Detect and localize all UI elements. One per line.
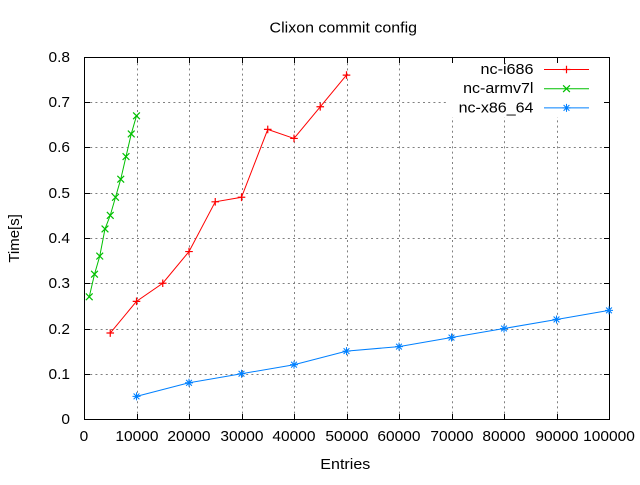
svg-text:40000: 40000	[272, 428, 315, 445]
svg-text:0.7: 0.7	[49, 94, 71, 111]
svg-text:nc-armv7l: nc-armv7l	[463, 80, 533, 97]
svg-text:Entries: Entries	[320, 456, 370, 473]
svg-text:0: 0	[80, 428, 89, 445]
svg-text:0.4: 0.4	[49, 230, 71, 247]
svg-text:90000: 90000	[535, 428, 578, 445]
svg-text:0.5: 0.5	[49, 185, 71, 202]
svg-text:0.2: 0.2	[49, 321, 71, 338]
svg-text:0: 0	[61, 411, 70, 428]
svg-text:30000: 30000	[220, 428, 263, 445]
svg-text:50000: 50000	[325, 428, 368, 445]
svg-text:60000: 60000	[377, 428, 420, 445]
svg-text:0.3: 0.3	[49, 275, 71, 292]
svg-text:80000: 80000	[482, 428, 525, 445]
svg-text:70000: 70000	[430, 428, 473, 445]
svg-text:Clixon commit config: Clixon commit config	[270, 19, 418, 36]
svg-text:0.1: 0.1	[49, 366, 71, 383]
svg-text:100000: 100000	[583, 428, 635, 445]
svg-text:0.8: 0.8	[49, 49, 71, 66]
svg-text:10000: 10000	[115, 428, 158, 445]
svg-text:20000: 20000	[167, 428, 210, 445]
svg-text:nc-i686: nc-i686	[481, 61, 534, 78]
svg-text:0.6: 0.6	[49, 139, 71, 156]
svg-text:nc-x86_64: nc-x86_64	[459, 99, 534, 116]
svg-text:Time[s]: Time[s]	[6, 214, 23, 263]
